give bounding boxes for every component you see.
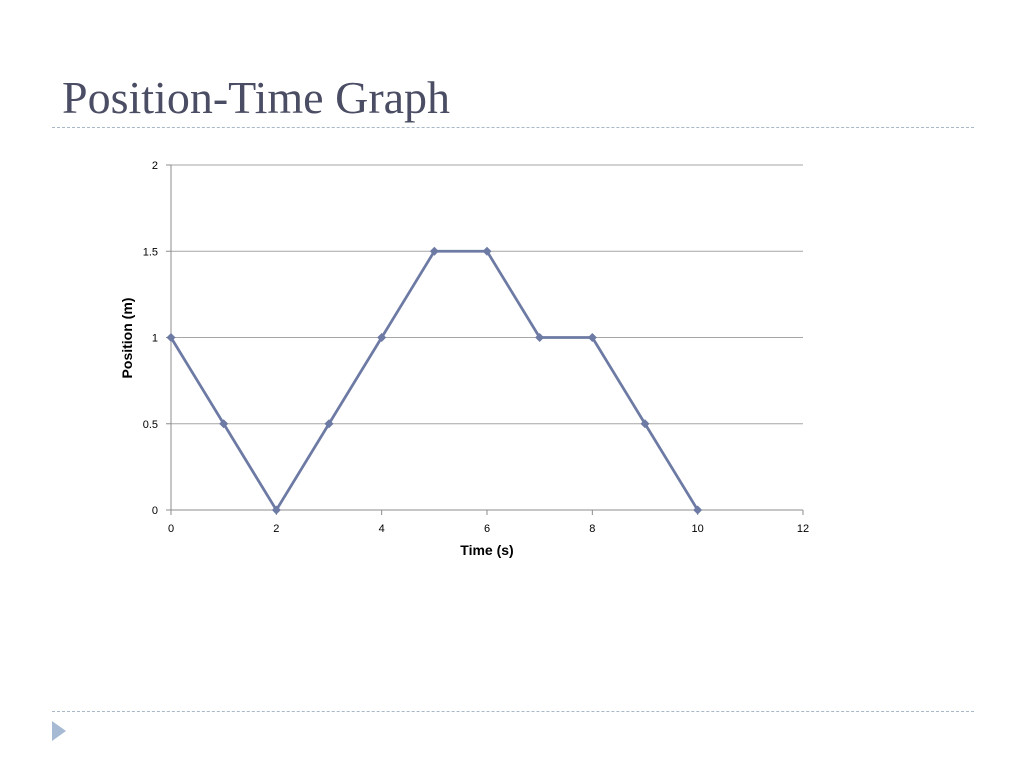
x-tick-label: 12 [797, 523, 809, 535]
data-point [587, 333, 597, 342]
x-tick-label: 4 [379, 523, 385, 535]
y-tick-label: 2 [152, 160, 158, 172]
y-tick-label: 1.5 [143, 246, 158, 258]
x-tick-label: 8 [589, 523, 595, 535]
triangle-right-icon [52, 721, 66, 741]
footer-divider [52, 711, 974, 712]
data-point [324, 419, 334, 429]
y-axis-title: Position (m) [119, 298, 135, 379]
data-point [377, 333, 387, 342]
tick-labels: 0 0.5 1 1.5 2 0 2 4 6 8 10 12 [143, 160, 809, 535]
data-point [482, 246, 492, 256]
data-point [535, 333, 545, 342]
data-series [166, 246, 703, 515]
x-tick-label: 6 [484, 523, 490, 535]
y-tick-label: 1 [152, 333, 158, 345]
gridlines [171, 164, 803, 425]
y-tick-label: 0 [152, 505, 158, 517]
axes [166, 164, 804, 515]
x-tick-label: 10 [692, 523, 704, 535]
series-line [169, 249, 699, 512]
slide-title: Position-Time Graph [62, 72, 451, 123]
data-point [219, 419, 229, 429]
x-tick-label: 2 [273, 523, 279, 535]
title-divider [52, 127, 974, 128]
y-tick-label: 0.5 [143, 419, 158, 431]
data-point [693, 505, 703, 515]
data-point [271, 505, 281, 515]
x-axis-title: Time (s) [460, 542, 513, 558]
data-point [429, 246, 439, 256]
data-point [640, 419, 650, 429]
x-tick-label: 0 [168, 523, 174, 535]
data-point [166, 333, 176, 342]
